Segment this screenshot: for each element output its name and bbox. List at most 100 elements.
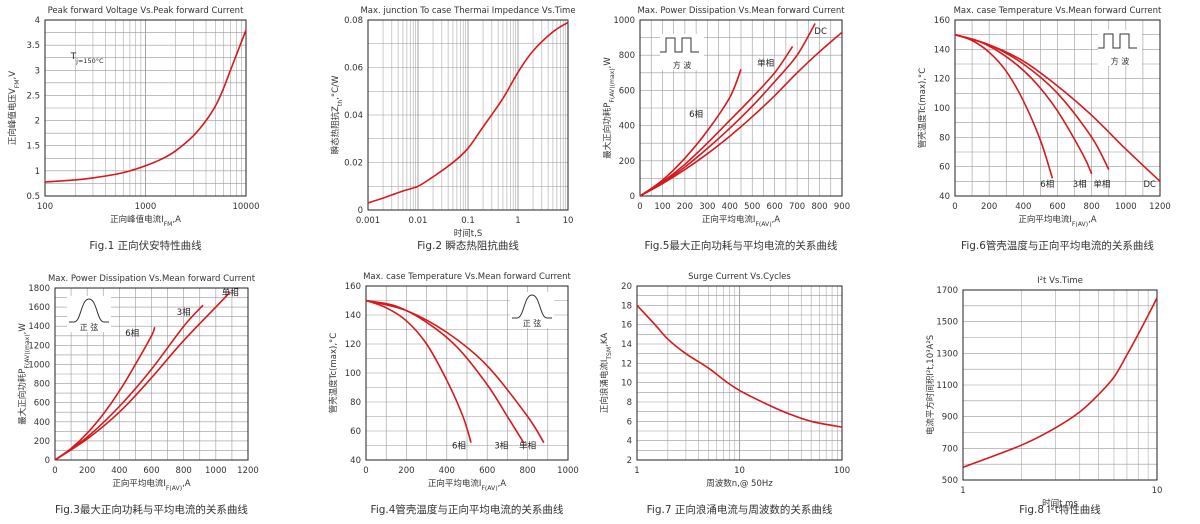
x-tick-label: 200 — [981, 202, 997, 212]
series-line-2 — [54, 304, 204, 461]
series-line-1 — [54, 326, 156, 461]
x-tick-label: 800 — [176, 466, 192, 476]
y-tick-label: 40 — [939, 192, 950, 202]
chart-title: Max. Power Dissipation Vs.Mean forward C… — [637, 6, 845, 16]
chart-title: Max. case Temperature Vs.Mean forward Cu… — [363, 272, 571, 282]
y-tick-label: 140 — [934, 45, 950, 55]
y-tick-label: 120 — [345, 340, 361, 350]
series-label: DC — [1144, 180, 1157, 190]
series-line-1 — [954, 33, 1054, 179]
y-tick-label: 160 — [934, 16, 950, 26]
series-line-2 — [365, 299, 525, 444]
sine-wave-inset: 正 弦 — [67, 296, 111, 332]
series-line-2 — [639, 45, 794, 197]
y-tick-label: 40 — [350, 456, 361, 466]
x-tick-label: 600 — [479, 466, 495, 476]
series-line-3 — [365, 299, 545, 444]
figure-caption: Fig.7 正向浪涌电流与周波数的关系曲线 — [647, 503, 833, 516]
y-tick-label: 200 — [34, 437, 50, 447]
y-tick-label: 4 — [35, 16, 40, 26]
series-line-1 — [44, 29, 247, 183]
y-tick-label: 0 — [45, 456, 50, 466]
y-axis-label: 瞬态热阻抗Zth,°C/W — [330, 75, 344, 154]
plot-frame — [365, 285, 569, 461]
figure-caption: Fig.1 正向伏安特性曲线 — [89, 239, 202, 252]
figure-caption: Fig.2 瞬态热阻抗曲线 — [417, 239, 519, 252]
y-tick-label: 4 — [627, 437, 632, 447]
y-tick-label: 2 — [35, 117, 40, 127]
x-tick-label: 10 — [734, 466, 745, 476]
y-axis-label: 正向峰值电压VFM,V — [7, 71, 21, 145]
x-tick-label: 100 — [37, 202, 53, 212]
y-axis-label: 电流平方时间积I²t,10³A²S — [925, 335, 936, 435]
x-tick-label: 0 — [637, 202, 642, 212]
chart-title: Max. case Temperature Vs.Mean forward Cu… — [954, 6, 1162, 16]
y-axis-label: 管壳温度Tc(max),°C — [328, 333, 339, 414]
y-tick-label: 1700 — [936, 286, 958, 296]
y-tick-label: 2.5 — [26, 91, 40, 101]
waveform-icon — [1098, 33, 1137, 49]
grid-lines — [366, 286, 568, 460]
y-tick-label: 10 — [621, 379, 632, 389]
y-tick-label: 1.5 — [26, 142, 40, 152]
x-axis-label: 时间t,S — [454, 228, 482, 239]
series-label: 3相 — [494, 440, 508, 451]
y-tick-label: 120 — [934, 75, 950, 85]
y-tick-label: 3.5 — [26, 41, 40, 51]
x-tick-label: 300 — [699, 202, 715, 212]
chart-4: 0 200 400 600 800 1000 1200 40 60 80 100 120 140 160 M… — [917, 6, 1171, 252]
x-axis-label: 正向平均电流IF(AV),A — [702, 214, 780, 228]
y-tick-label: 6 — [627, 417, 632, 427]
x-tick-label: 1000 — [1115, 202, 1137, 212]
figure-caption: Fig.8 I²t特性曲线 — [1019, 503, 1101, 516]
x-tick-label: 600 — [1049, 202, 1065, 212]
series-label: DC — [814, 27, 827, 37]
y-tick-label: 80 — [939, 133, 950, 143]
x-tick-label: 10 — [1152, 486, 1163, 496]
y-tick-label: 14 — [621, 340, 632, 350]
y-tick-label: 500 — [942, 476, 958, 486]
y-tick-label: 1800 — [28, 284, 50, 294]
plot-frame — [962, 289, 1158, 481]
y-tick-label: 1200 — [28, 341, 50, 351]
series-label: 3相 — [1073, 179, 1087, 190]
waveform-icon — [512, 294, 552, 319]
y-tick-label: 1400 — [28, 322, 50, 332]
y-tick-label: 0 — [358, 206, 363, 216]
series-label: 3相 — [177, 307, 191, 318]
chart-1: 100 1000 10000 0.5 1 1.5 2 2.5 3 3.5 4 Peak forward… — [7, 6, 260, 252]
y-tick-label: 0.5 — [26, 192, 40, 202]
square-wave-inset: 方 波 — [1098, 30, 1142, 66]
inset-label: 正 弦 — [80, 322, 99, 332]
series-line-4 — [954, 33, 1161, 182]
grid-lines — [368, 20, 568, 210]
chart-3: 0 100 200 300 400 500 600 700 800 900 0 200 400 600 80… — [602, 6, 850, 252]
chart-6: 0 200 400 600 800 1000 40 60 80 100 120 140 160Max. … — [328, 272, 579, 516]
x-axis-label: 正向平均电流IF(AV),A — [1018, 214, 1096, 228]
y-axis-label: 最大正向功耗PF(AV)(max),W — [602, 57, 616, 159]
x-tick-label: 10000 — [232, 202, 259, 212]
chart-7: 1 10 100 2 4 6 8 10 12 14 16 18 20 Surge Current Vs.C… — [599, 272, 850, 516]
x-tick-label: 1000 — [135, 202, 157, 212]
plot-frame — [44, 19, 247, 197]
x-tick-label: 1200 — [1149, 202, 1171, 212]
figure-caption: Fig.4管壳温度与正向平均电流的关系曲线 — [371, 503, 564, 516]
x-tick-label: 100 — [834, 466, 850, 476]
x-tick-label: 800 — [519, 466, 535, 476]
y-tick-label: 8 — [627, 398, 632, 408]
y-tick-label: 800 — [619, 51, 635, 61]
chart-title: Max. junction To case Thermai Impedance … — [360, 6, 575, 16]
series-line-1 — [636, 304, 843, 428]
series-line-3 — [54, 291, 231, 461]
x-axis-label: 正向平均电流IF(AV),A — [112, 478, 190, 492]
y-tick-label: 1100 — [936, 381, 958, 391]
grid-lines — [45, 20, 246, 196]
y-tick-label: 60 — [350, 427, 361, 437]
y-tick-label: 0 — [630, 192, 635, 202]
grid-lines — [963, 290, 1157, 480]
y-tick-label: 600 — [34, 399, 50, 409]
series-label: 单相 — [1093, 179, 1110, 190]
y-tick-label: 0.04 — [344, 111, 363, 121]
x-tick-label: 500 — [744, 202, 760, 212]
